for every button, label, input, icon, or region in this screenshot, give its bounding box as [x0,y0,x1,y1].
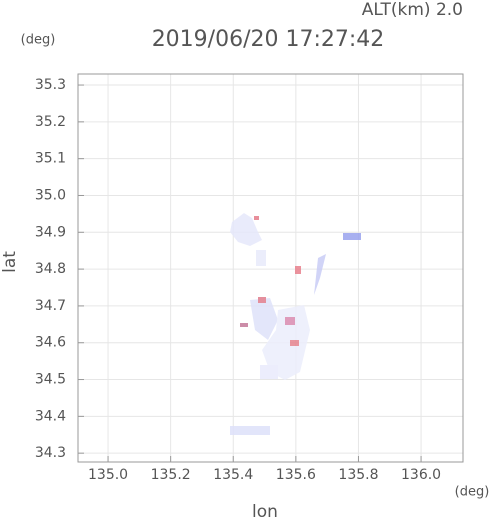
echo [290,340,299,346]
plot-frame [77,73,464,463]
echo [258,297,266,303]
y-tick-label: 34.4 [35,408,66,424]
x-tick-label: 135.6 [276,467,316,483]
y-tick-label: 35.2 [35,114,66,130]
y-tick-label: 34.6 [35,335,66,351]
chart-title: 2019/06/20 17:27:42 [152,27,385,52]
x-tick-label: 136.0 [401,467,441,483]
grid [78,74,463,462]
y-tick-label: 34.3 [35,445,66,461]
x-tick-label: 135.8 [338,467,378,483]
echo [260,365,278,379]
radar-echoes [230,213,361,435]
echo [343,233,361,240]
echo [314,254,326,295]
y-tick-label: 34.8 [35,261,66,277]
y-tick-label: 34.7 [35,298,66,314]
echo [250,298,278,340]
y-tick-label: 35.0 [35,187,66,203]
y-unit: (deg) [21,33,56,48]
x-tick-label: 135.0 [88,467,128,483]
echo [230,213,262,246]
x-tick-label: 135.2 [151,467,191,483]
echo [240,323,248,327]
echo [256,250,266,266]
echo [295,266,301,274]
y-tick-label: 34.9 [35,224,66,240]
echo [230,426,270,435]
y-tick-label: 34.5 [35,372,66,388]
x-unit: (deg) [455,485,490,500]
y-axis-label: lat [0,251,20,273]
echo [262,305,310,380]
y-tick-label: 35.3 [35,77,66,93]
y-tick-label: 35.1 [35,151,66,167]
echo [285,317,295,325]
echo [254,216,259,220]
x-tick-label: 135.4 [213,467,253,483]
chart-subtitle: ALT(km) 2.0 [362,0,463,20]
x-axis-label: lon [252,502,278,521]
